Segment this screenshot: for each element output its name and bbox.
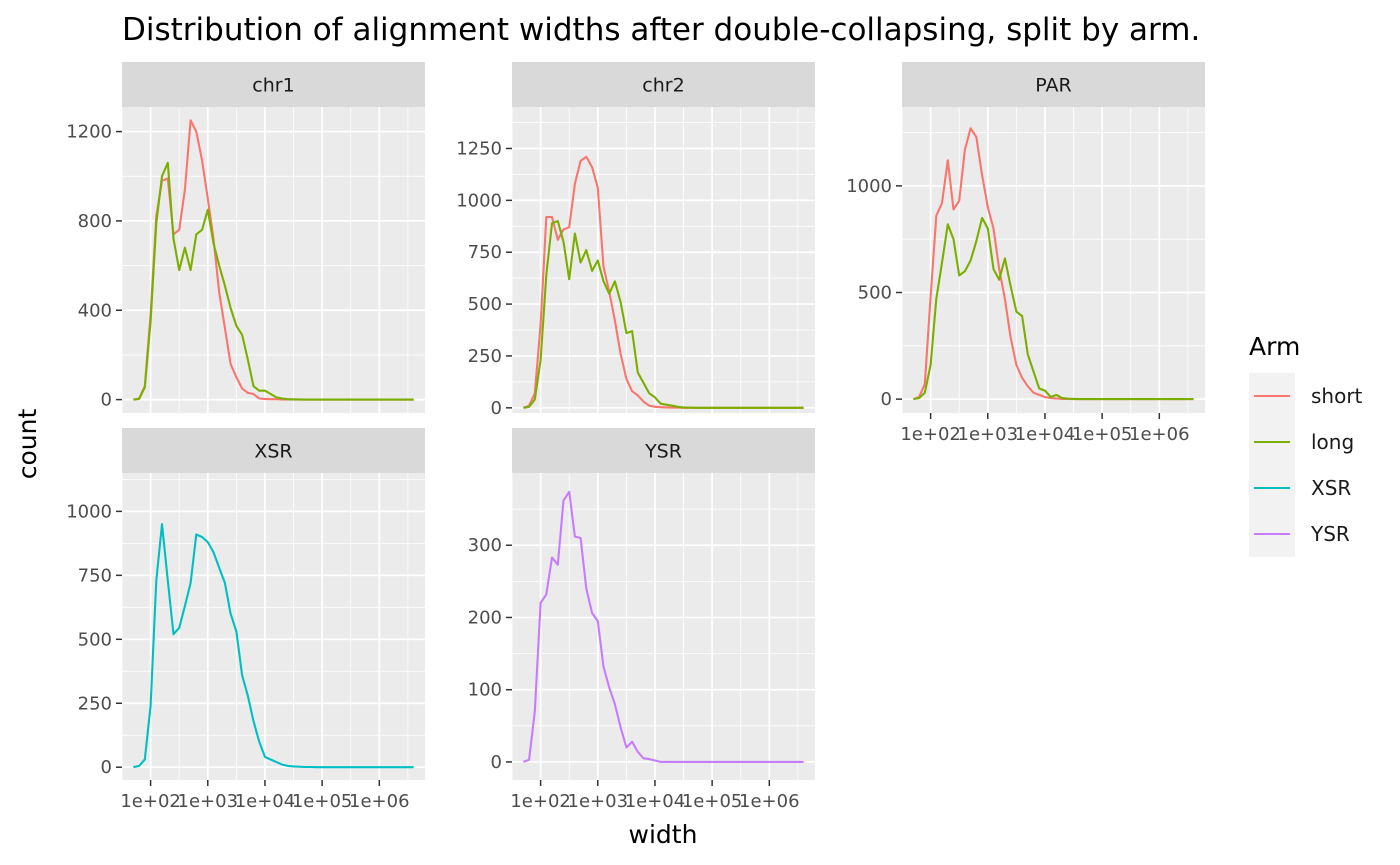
x-tick-label: 1e+03 [178, 791, 239, 812]
y-tick-label: 750 [468, 242, 502, 263]
panel-background [902, 107, 1205, 413]
facet-panel-chr2: chr2 0 250 500 750 1000 1250 [456, 62, 815, 419]
x-tick-label: 1e+05 [1072, 424, 1133, 445]
series-line-long [133, 161, 414, 401]
facet-panels: chr104008001200chr2025050075010001250PAR… [66, 62, 1205, 812]
facet-strip [512, 428, 815, 473]
y-tick-label: 750 [78, 565, 112, 586]
x-tick-label: 1e+04 [625, 791, 686, 812]
y-tick-label: 500 [468, 294, 502, 315]
y-tick-label: 500 [78, 629, 112, 650]
legend-item-long: long [1249, 419, 1354, 465]
y-tick-label: 0 [101, 757, 112, 778]
x-tick-label: 1e+06 [349, 791, 410, 812]
x-tick-label: 1e+02 [900, 424, 961, 445]
y-axis-title: count [13, 409, 42, 480]
y-tick-label: 1000 [66, 501, 112, 522]
facet-strip-label: PAR [1035, 75, 1071, 97]
y-tick-label: 400 [78, 300, 112, 321]
panel-background [512, 473, 815, 780]
x-tick-label: 1e+02 [510, 791, 571, 812]
x-tick-label: 1e+03 [958, 424, 1019, 445]
facet-strip-label: chr1 [252, 75, 294, 97]
y-tick-label: 1200 [66, 122, 112, 143]
x-tick-label: 1e+03 [568, 791, 629, 812]
y-tick-label: 100 [468, 680, 502, 701]
facet-panel-chr1: chr1 0 400 800 1200 [66, 62, 425, 413]
x-tick-label: 1e+04 [235, 791, 296, 812]
x-tick-label: 1e+05 [682, 791, 743, 812]
legend-item-YSR: YSR [1249, 511, 1350, 557]
facet-strip-label: YSR [644, 441, 682, 463]
legend-label: XSR [1311, 476, 1351, 500]
facet-strip [122, 62, 425, 107]
series-line-YSR [523, 490, 804, 763]
facet-strip-label: XSR [254, 441, 292, 463]
x-tick-label: 1e+02 [120, 791, 181, 812]
y-tick-label: 250 [78, 693, 112, 714]
facet-strip [512, 62, 815, 107]
legend: Arm short long XSR YSR [1249, 332, 1363, 557]
legend-item-short: short [1249, 373, 1363, 419]
legend-title: Arm [1249, 332, 1300, 361]
y-tick-label: 200 [468, 607, 502, 628]
legend-label: short [1311, 384, 1363, 408]
y-tick-label: 0 [491, 398, 502, 419]
legend-item-XSR: XSR [1249, 465, 1351, 511]
y-tick-label: 250 [468, 346, 502, 367]
y-tick-label: 0 [881, 389, 892, 410]
y-tick-label: 1250 [456, 138, 502, 159]
y-tick-label: 300 [468, 535, 502, 556]
y-tick-label: 0 [491, 752, 502, 773]
x-tick-label: 1e+06 [739, 791, 800, 812]
legend-items: short long XSR YSR [1249, 373, 1363, 557]
y-tick-label: 500 [858, 283, 892, 304]
y-tick-label: 1000 [456, 190, 502, 211]
series-line-XSR [133, 523, 414, 769]
chart-title: Distribution of alignment widths after d… [122, 12, 1200, 48]
series-line-long [523, 220, 804, 409]
legend-label: YSR [1310, 522, 1350, 546]
panel-background [512, 107, 815, 413]
x-tick-label: 1e+04 [1015, 424, 1076, 445]
facet-strip-label: chr2 [642, 75, 684, 97]
y-tick-label: 1000 [846, 176, 892, 197]
x-tick-label: 1e+06 [1129, 424, 1190, 445]
facet-strip [902, 62, 1205, 107]
series-line-long [913, 216, 1194, 401]
y-tick-label: 0 [101, 390, 112, 411]
y-tick-label: 800 [78, 211, 112, 232]
panel-background [122, 107, 425, 413]
facet-panel-XSR: XSR 0 250 500 750 1000 1e+021e+031e+041e+051e+… [66, 428, 425, 812]
x-tick-label: 1e+05 [292, 791, 353, 812]
facet-strip [122, 428, 425, 473]
x-axis-title: width [629, 820, 698, 849]
legend-label: long [1311, 430, 1354, 454]
